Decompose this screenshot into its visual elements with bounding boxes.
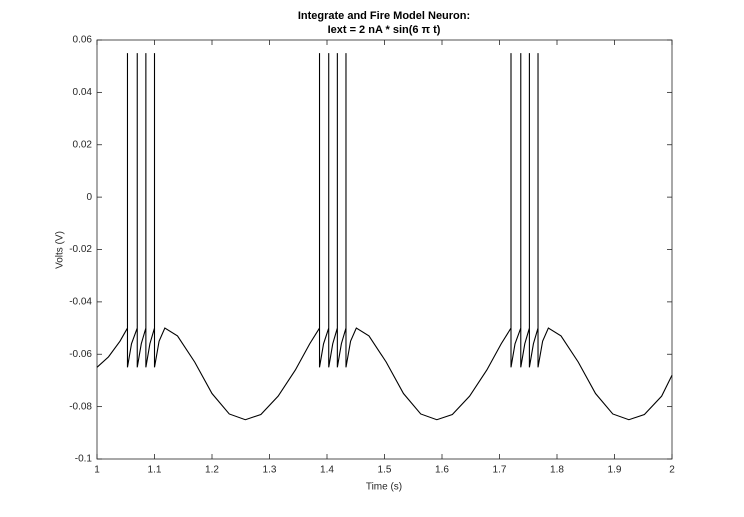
x-tick-label: 1.7: [493, 465, 507, 476]
y-tick-label: 0: [86, 192, 92, 203]
x-tick-label: 1.3: [263, 465, 277, 476]
chart-title: Integrate and Fire Model Neuron:: [298, 10, 470, 22]
x-tick-label: 1.8: [550, 465, 564, 476]
x-tick-label: 1.4: [320, 465, 334, 476]
y-tick-label: -0.02: [69, 244, 92, 255]
y-tick-label: -0.1: [75, 454, 93, 465]
y-tick-label: -0.06: [69, 349, 92, 360]
voltage-trace: [96, 53, 673, 421]
y-axis-label: Volts (V): [55, 231, 66, 269]
y-tick-label: 0.06: [73, 35, 93, 46]
x-axis-label: Time (s): [366, 482, 402, 493]
x-tick-label: 2: [669, 465, 675, 476]
x-tick-label: 1: [94, 465, 100, 476]
y-tick-label: 0.04: [73, 87, 93, 98]
y-tick-label: 0.02: [73, 139, 93, 150]
x-tick-label: 1.2: [205, 465, 219, 476]
x-tick-label: 1.1: [148, 465, 162, 476]
chart-subtitle: Iext = 2 nA * sin(6 π t): [328, 24, 441, 36]
y-tick-label: -0.08: [69, 401, 92, 412]
x-tick-label: 1.6: [435, 465, 449, 476]
x-tick-label: 1.5: [378, 465, 392, 476]
x-tick-label: 1.9: [608, 465, 622, 476]
y-tick-label: -0.04: [69, 297, 92, 308]
